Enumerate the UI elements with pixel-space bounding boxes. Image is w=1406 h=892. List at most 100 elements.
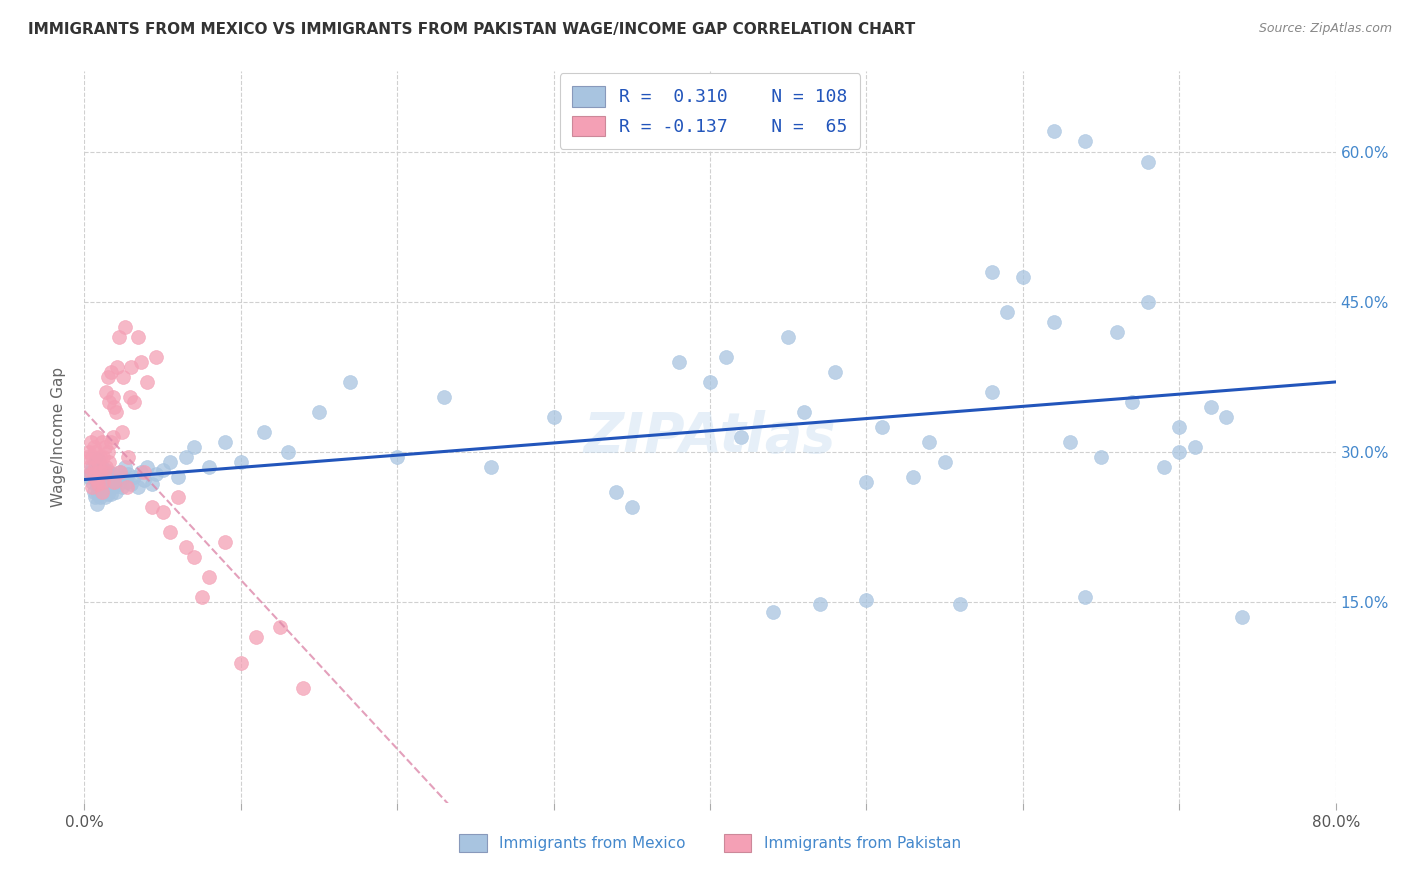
Point [117,467,139,482]
Point [1215,410,1237,425]
Point [870,420,893,434]
Point [129,355,152,369]
Point [86,480,108,494]
Point [91,475,114,490]
Point [82,450,104,464]
Point [84,460,107,475]
Point [115,480,138,494]
Point [77,460,100,475]
Point [84,445,107,459]
Point [112,470,135,484]
Point [84,455,107,469]
Point [668,355,690,369]
Point [96,463,118,477]
Point [174,541,197,555]
Point [87,452,110,467]
Point [1184,440,1206,454]
Point [1153,460,1175,475]
Legend: Immigrants from Mexico, Immigrants from Pakistan: Immigrants from Mexico, Immigrants from … [450,825,970,861]
Y-axis label: Wage/Income Gap: Wage/Income Gap [51,367,66,508]
Point [101,390,124,404]
Point [82,480,104,494]
Point [83,485,105,500]
Point [479,460,502,475]
Point [98,480,121,494]
Point [245,631,267,645]
Point [100,435,122,450]
Point [714,350,737,364]
Point [84,490,107,504]
Point [699,375,721,389]
Point [918,435,941,450]
Point [308,405,330,419]
Point [793,405,815,419]
Point [90,485,112,500]
Text: Source: ZipAtlas.com: Source: ZipAtlas.com [1258,22,1392,36]
Point [1074,135,1097,149]
Point [730,430,752,444]
Point [174,450,197,464]
Point [90,435,112,450]
Point [105,473,128,487]
Point [101,430,124,444]
Point [145,467,167,482]
Point [100,365,122,379]
Point [98,465,121,479]
Point [167,470,190,484]
Point [433,390,456,404]
Point [111,480,134,494]
Point [83,467,105,482]
Point [93,440,115,454]
Point [198,460,221,475]
Point [101,480,124,494]
Point [89,465,111,479]
Point [183,550,205,565]
Point [103,475,125,490]
Point [152,463,174,477]
Point [100,487,122,501]
Point [1090,450,1112,464]
Point [104,485,127,500]
Point [98,455,121,469]
Point [1043,315,1066,329]
Point [93,465,115,479]
Point [385,450,409,464]
Point [103,400,125,414]
Point [229,656,252,670]
Point [159,525,181,540]
Point [198,570,221,584]
Point [114,460,136,475]
Point [89,465,111,479]
Point [1012,269,1035,284]
Point [93,490,115,504]
Point [136,375,159,389]
Point [101,467,124,482]
Point [229,455,252,469]
Point [111,425,134,439]
Point [1136,294,1159,309]
Point [97,487,120,501]
Point [105,359,128,374]
Point [141,477,163,491]
Point [1136,154,1159,169]
Point [167,490,190,504]
Point [86,473,108,487]
Point [100,473,122,487]
Point [112,370,135,384]
Point [120,477,142,491]
Point [97,445,120,459]
Point [76,450,98,464]
Point [762,606,785,620]
Point [77,470,100,484]
Point [89,450,111,464]
Point [87,477,110,491]
Point [292,681,315,695]
Point [277,445,299,459]
Point [543,410,565,425]
Point [97,370,120,384]
Point [903,470,925,484]
Point [1199,400,1222,414]
Point [214,435,236,450]
Point [949,598,972,612]
Point [1168,420,1191,434]
